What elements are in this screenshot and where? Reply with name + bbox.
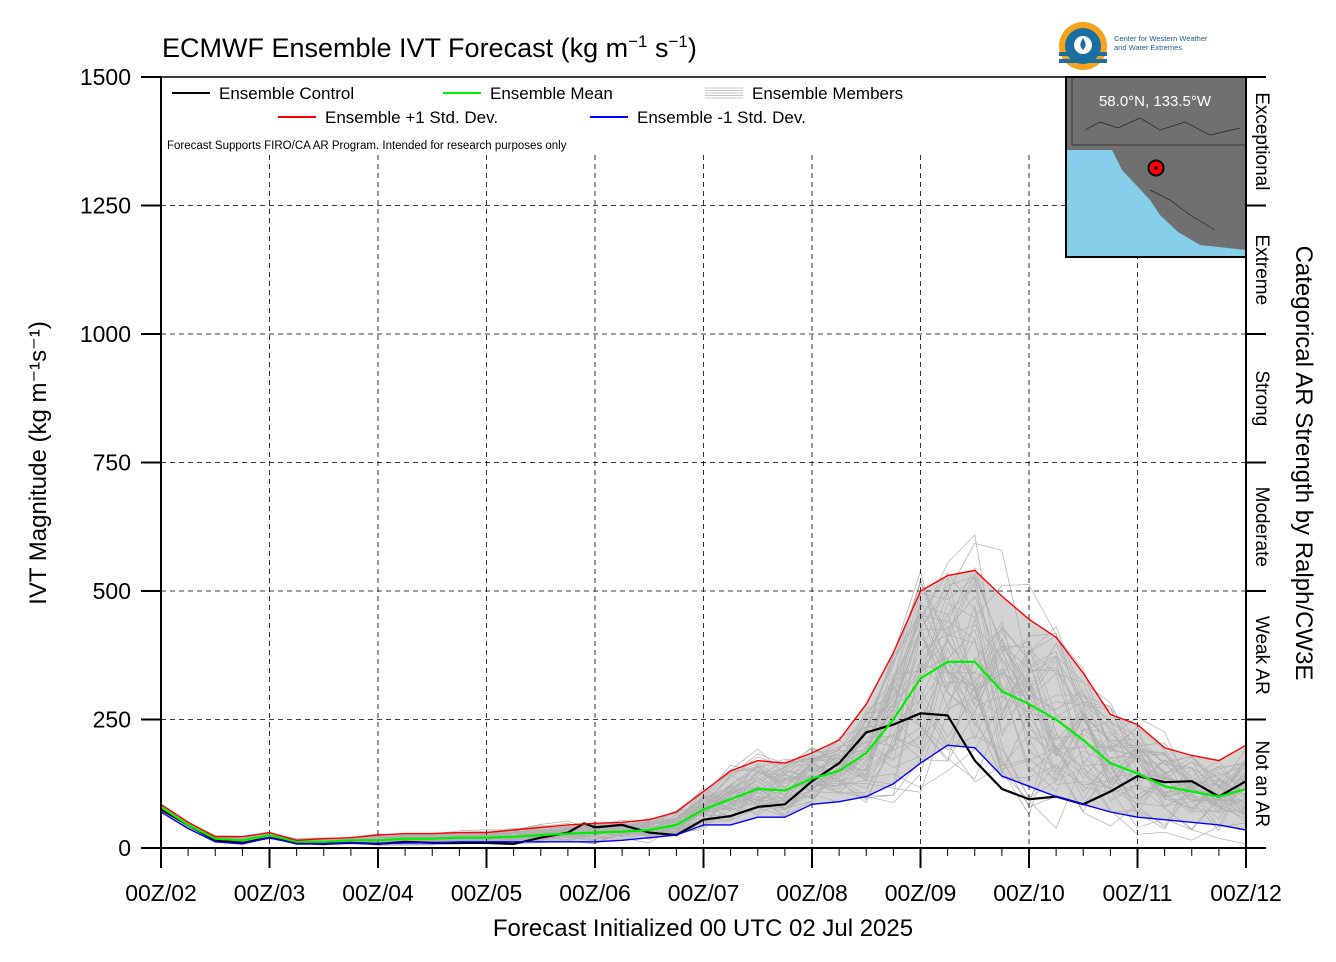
- inset-map-coastline: [1149, 189, 1216, 231]
- cw3e-logo: Center for Western Weather and Water Ext…: [1058, 20, 1248, 72]
- y-tick-label: 1250: [80, 193, 131, 219]
- right-axis-label: Categorical AR Strength by Ralph/CW3E: [1290, 246, 1317, 681]
- series-line-ensemble-1-std-dev-: [160, 569, 1247, 842]
- y-tick-label: 500: [93, 578, 131, 604]
- x-axis-label: Forecast Initialized 00 UTC 02 Jul 2025: [493, 915, 913, 942]
- inset-map-ocean: [1067, 150, 1246, 257]
- chart-title: ECMWF Ensemble IVT Forecast (kg m−1 s−1): [162, 32, 697, 63]
- category-label: Moderate: [1251, 487, 1272, 567]
- y-tick-label: 750: [93, 450, 131, 476]
- x-tick-label: 00Z/12: [1210, 880, 1282, 906]
- x-tick-label: 00Z/11: [1103, 880, 1173, 906]
- legend-label: Ensemble Mean: [490, 84, 613, 103]
- series-line-ensemble-mean: [160, 660, 1247, 843]
- y-tick-label: 1000: [80, 321, 131, 347]
- series-line-ensemble-1-std-dev-: [160, 744, 1247, 845]
- x-tick-label: 00Z/10: [993, 880, 1065, 906]
- location-marker-center: [1154, 166, 1158, 170]
- x-tick-label: 00Z/08: [776, 880, 848, 906]
- y-tick-label: 0: [118, 835, 131, 861]
- location-label: 58.0°N, 133.5°W: [1099, 93, 1212, 110]
- inset-map: 58.0°N, 133.5°W: [1065, 76, 1247, 258]
- inset-map-frame: [1065, 76, 1247, 258]
- category-label: Not an AR: [1251, 740, 1272, 827]
- inset-map-river: [1084, 117, 1241, 136]
- category-label: Weak AR: [1251, 616, 1272, 695]
- legend-label: Ensemble -1 Std. Dev.: [637, 108, 806, 127]
- x-tick-label: 00Z/06: [559, 880, 631, 906]
- x-tick-label: 00Z/05: [451, 880, 523, 906]
- category-label: Exceptional: [1251, 92, 1272, 190]
- legend-label: Ensemble Members: [752, 84, 903, 103]
- x-tick-label: 00Z/02: [125, 880, 197, 906]
- y-tick-label: 1500: [80, 64, 131, 90]
- x-tick-label: 00Z/07: [668, 880, 740, 906]
- category-label: Strong: [1251, 370, 1272, 426]
- x-tick-label: 00Z/09: [885, 880, 957, 906]
- cw3e-logo-icon: [1059, 22, 1107, 70]
- footnote: Forecast Supports FIRO/CA AR Program. In…: [167, 140, 567, 152]
- y-tick-label: 250: [93, 707, 131, 733]
- category-label: Extreme: [1251, 234, 1272, 305]
- legend-label: Ensemble Control: [219, 84, 354, 103]
- cw3e-logo-text: Center for Western Weather and Water Ext…: [1114, 34, 1208, 52]
- x-tick-label: 00Z/04: [342, 880, 414, 906]
- x-tick-label: 00Z/03: [234, 880, 306, 906]
- legend-label: Ensemble +1 Std. Dev.: [325, 108, 498, 127]
- y-axis-label: IVT Magnitude (kg m⁻¹s⁻¹): [25, 321, 52, 605]
